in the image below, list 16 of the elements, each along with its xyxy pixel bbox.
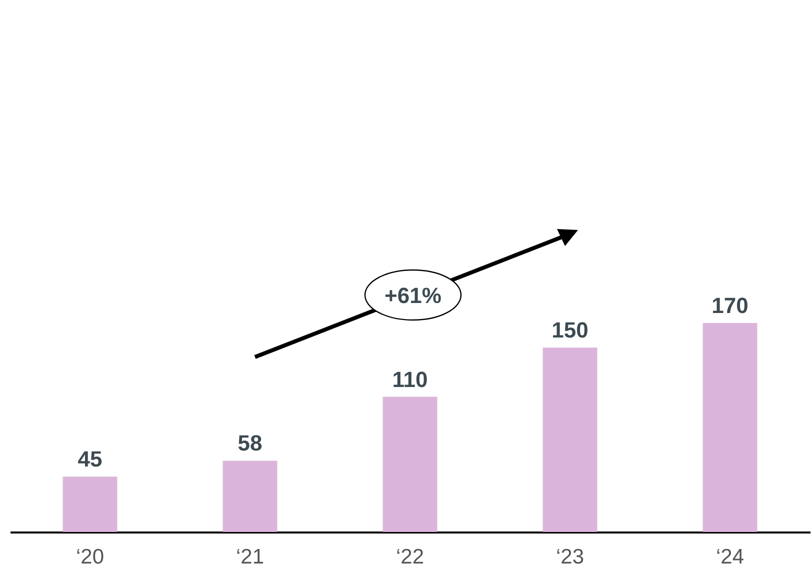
data-label: 150 bbox=[552, 318, 588, 343]
data-label: 110 bbox=[392, 366, 428, 392]
x-tick-label: ‘23 bbox=[556, 546, 584, 568]
bar bbox=[542, 348, 598, 532]
text: +61% bbox=[384, 283, 442, 308]
data-label: 58 bbox=[238, 430, 262, 456]
data-label: 45 bbox=[78, 446, 102, 472]
bar bbox=[222, 460, 278, 532]
x-tick-label: ‘21 bbox=[236, 546, 264, 568]
bar bbox=[702, 323, 758, 532]
data-label: 170 bbox=[712, 293, 748, 318]
bar bbox=[382, 396, 438, 532]
bar bbox=[62, 476, 118, 532]
x-tick-label: ‘20 bbox=[76, 546, 104, 568]
x-tick-label: ‘22 bbox=[396, 546, 424, 568]
x-tick-label: ‘24 bbox=[716, 546, 744, 568]
